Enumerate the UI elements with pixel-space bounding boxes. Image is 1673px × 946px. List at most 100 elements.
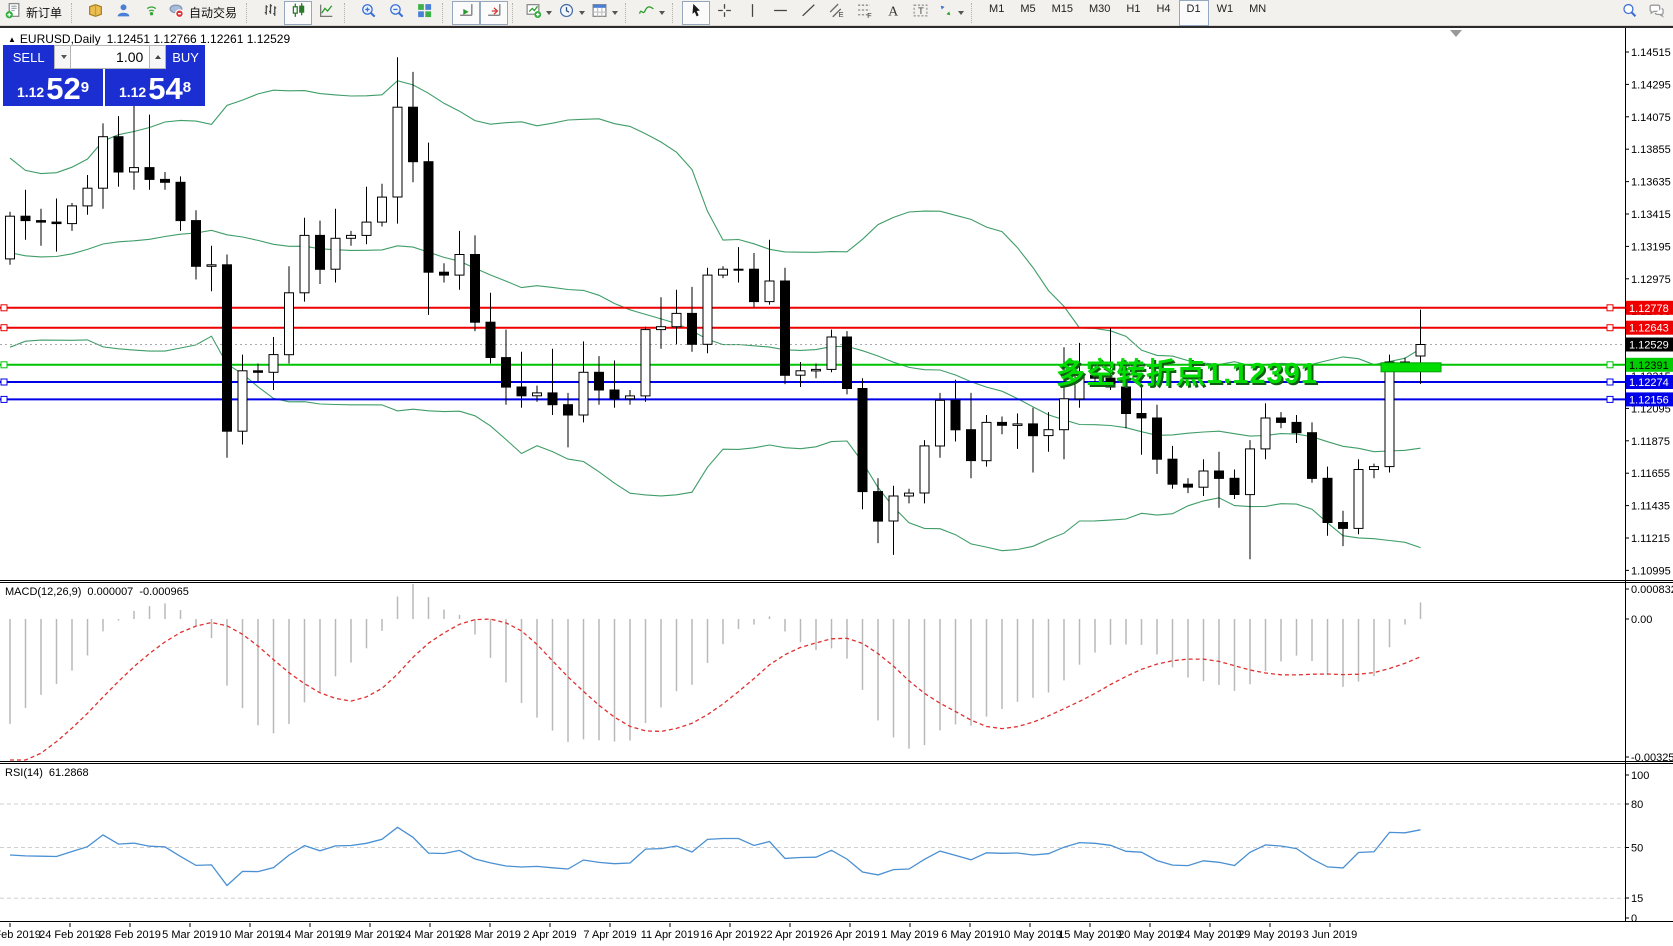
candle-body-bear[interactable] <box>1214 470 1224 479</box>
line-handle[interactable] <box>0 378 8 386</box>
candle-body-bull[interactable] <box>284 292 294 356</box>
candle-body-bull[interactable] <box>1059 398 1069 431</box>
candle-body-bear[interactable] <box>594 371 604 391</box>
line-chart-mode-button[interactable] <box>312 1 340 25</box>
sell-button[interactable]: SELL <box>3 45 55 69</box>
candle-body-bear[interactable] <box>1307 432 1317 479</box>
candle-body-bear[interactable] <box>563 404 573 416</box>
candle-body-bear[interactable] <box>547 392 558 406</box>
candle-body-bear[interactable] <box>408 106 418 163</box>
crosshair-button[interactable] <box>710 1 738 25</box>
sell-price[interactable]: 1.12 52 9 <box>3 69 103 106</box>
timeframe-h4-button[interactable]: H4 <box>1156 2 1171 15</box>
trendline-button[interactable] <box>794 1 822 25</box>
timeframe-m15-button[interactable]: M15 <box>1051 2 1073 15</box>
candle-body-bear[interactable] <box>1167 458 1178 485</box>
buy-price[interactable]: 1.12 54 8 <box>105 69 205 106</box>
candle-body-bull[interactable] <box>904 492 914 497</box>
timeframe-h1-button[interactable]: H1 <box>1126 2 1141 15</box>
line-handle[interactable] <box>1606 324 1614 332</box>
candle-body-bear[interactable] <box>687 312 697 345</box>
candle-body-bull[interactable] <box>826 336 837 370</box>
line-handle[interactable] <box>1606 361 1614 369</box>
candle-body-bear[interactable] <box>950 399 961 431</box>
bar-chart-mode-button[interactable] <box>256 1 284 25</box>
templates-button[interactable] <box>588 1 621 25</box>
candle-body-bear[interactable] <box>191 220 201 267</box>
candle-body-bear[interactable] <box>470 254 480 323</box>
candle-body-bull[interactable] <box>811 368 821 372</box>
candle-body-bull[interactable] <box>656 326 666 331</box>
buy-button[interactable]: BUY <box>166 45 205 69</box>
candle-body-bull[interactable] <box>346 234 356 239</box>
candle-body-bear[interactable] <box>873 491 883 522</box>
candle-body-bull[interactable] <box>981 421 992 462</box>
fibonacci-retracement-button[interactable]: F <box>850 1 878 25</box>
candle-body-bull[interactable] <box>1245 448 1255 496</box>
candle-body-bear[interactable] <box>175 181 186 222</box>
zoom-out-button[interactable] <box>382 1 410 25</box>
candle-body-bull[interactable] <box>795 370 806 376</box>
candle-body-bull[interactable] <box>1260 417 1271 450</box>
line-handle[interactable] <box>0 304 8 312</box>
candle-body-bear[interactable] <box>51 221 62 225</box>
auto-scroll-button[interactable] <box>452 0 481 25</box>
candle-body-bear[interactable] <box>780 280 790 376</box>
candle-body-bull[interactable] <box>671 312 682 328</box>
vertical-line-button[interactable] <box>738 1 766 25</box>
line-handle[interactable] <box>0 324 8 332</box>
timeframe-m5-button[interactable]: M5 <box>1020 2 1036 15</box>
candle-body-bear[interactable] <box>1291 421 1302 434</box>
volume-up-button[interactable] <box>149 45 167 69</box>
mql-community-button[interactable] <box>109 1 137 25</box>
bollinger-middle-band[interactable] <box>9 229 1421 453</box>
new-order-button[interactable]: 新订单 <box>2 1 67 25</box>
candle-body-bear[interactable] <box>749 268 759 303</box>
candle-body-bull[interactable] <box>640 329 651 397</box>
candle-body-bull[interactable] <box>67 205 77 225</box>
timeframe-m30-button[interactable]: M30 <box>1089 2 1111 15</box>
candle-body-bull[interactable] <box>82 187 93 207</box>
candle-body-bear[interactable] <box>1105 377 1116 388</box>
candle-body-bull[interactable] <box>764 280 775 303</box>
candle-body-bull[interactable] <box>268 354 279 373</box>
candle-body-bear[interactable] <box>501 357 511 388</box>
cursor-button[interactable] <box>682 0 711 25</box>
candle-body-bear[interactable] <box>966 429 976 462</box>
line-handle[interactable] <box>0 361 8 369</box>
candle-body-bull[interactable] <box>330 237 341 270</box>
autotrading-button[interactable]: 自动交易 <box>165 1 242 25</box>
candle-body-bear[interactable] <box>842 336 852 389</box>
candle-body-bear[interactable] <box>423 161 434 273</box>
timeframe-d1-button[interactable]: D1 <box>1178 0 1209 26</box>
line-handle[interactable] <box>0 395 8 403</box>
candle-body-bear[interactable] <box>997 421 1007 426</box>
candle-body-bull[interactable] <box>578 371 589 416</box>
candle-body-bull[interactable] <box>1384 361 1395 468</box>
candle-body-bull[interactable] <box>98 136 108 189</box>
profiles-button[interactable] <box>555 1 588 25</box>
candle-body-bull[interactable] <box>454 254 465 276</box>
candle-body-bear[interactable] <box>113 136 124 173</box>
candle-body-bear[interactable] <box>485 321 496 359</box>
candle-body-bull[interactable] <box>935 399 945 447</box>
candle-body-bull[interactable] <box>702 274 713 345</box>
candle-body-bear[interactable] <box>36 220 46 223</box>
candle-body-bear[interactable] <box>1136 413 1147 419</box>
chat-icon[interactable] <box>1648 2 1665 24</box>
line-handle[interactable] <box>1606 395 1614 403</box>
text-label-button[interactable]: T <box>906 1 934 25</box>
candle-body-bull[interactable] <box>919 445 930 494</box>
candle-body-bull[interactable] <box>377 196 387 223</box>
candle-body-bull[interactable] <box>718 268 728 276</box>
candle-body-bull[interactable] <box>1353 469 1364 529</box>
candle-body-bear[interactable] <box>222 264 232 432</box>
candle-body-bear[interactable] <box>1229 477 1240 495</box>
candle-body-bull[interactable] <box>299 234 310 294</box>
candle-body-bull[interactable] <box>361 221 372 236</box>
volume-input[interactable] <box>71 45 150 69</box>
timeframe-m1-button[interactable]: M1 <box>989 2 1005 15</box>
indicators-button[interactable] <box>635 1 668 25</box>
candle-body-bull[interactable] <box>1043 429 1054 437</box>
candle-body-bear[interactable] <box>857 388 868 493</box>
